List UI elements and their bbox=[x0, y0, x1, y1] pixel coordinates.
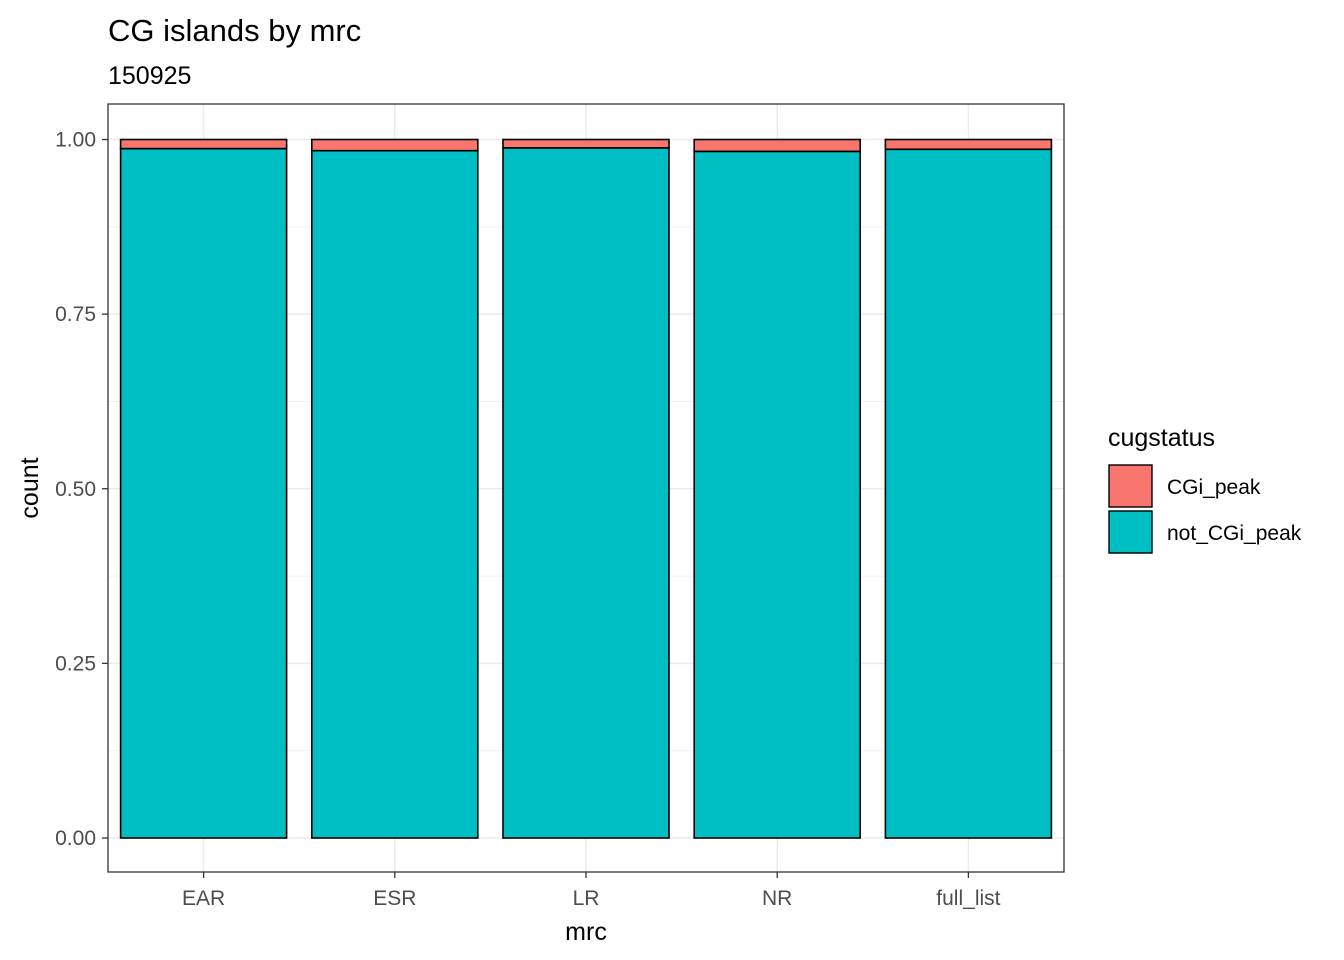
y-tick-label: 0.75 bbox=[55, 303, 96, 326]
chart-subtitle: 150925 bbox=[108, 62, 191, 90]
bar-cgi-peak bbox=[884, 138, 1053, 151]
legend-label: CGi_peak bbox=[1167, 476, 1261, 499]
bar-cgi-peak bbox=[502, 138, 670, 149]
legend-label: not_CGi_peak bbox=[1167, 522, 1302, 545]
x-axis-title: mrc bbox=[565, 918, 607, 946]
bar-not-cgi-peak bbox=[693, 150, 862, 839]
y-axis-title: count bbox=[16, 457, 44, 518]
x-tick-label: NR bbox=[762, 887, 792, 910]
x-tick-label: EAR bbox=[182, 887, 225, 910]
bar-not-cgi-peak bbox=[502, 147, 670, 839]
y-axis: 0.00 0.25 0.50 0.75 1.00 bbox=[55, 129, 108, 850]
bar-not-cgi-peak bbox=[884, 148, 1053, 839]
bar-not-cgi-peak bbox=[310, 149, 479, 839]
y-tick-label: 0.00 bbox=[55, 827, 96, 850]
bar-cgi-peak bbox=[119, 138, 288, 150]
x-tick-label: ESR bbox=[373, 887, 416, 910]
legend-key bbox=[1108, 510, 1153, 554]
plot-panel bbox=[107, 103, 1065, 873]
bar-cgi-peak bbox=[310, 138, 479, 152]
y-tick-label: 0.50 bbox=[55, 478, 96, 501]
legend: cugstatus CGi_peak not_CGi_peak bbox=[1108, 424, 1302, 554]
chart-title: CG islands by mrc bbox=[108, 13, 361, 48]
y-tick-label: 0.25 bbox=[55, 652, 96, 675]
bars bbox=[119, 138, 1053, 839]
legend-key bbox=[1108, 464, 1153, 508]
legend-title: cugstatus bbox=[1108, 424, 1215, 452]
x-axis: EAR ESR LR NR full_list bbox=[182, 872, 1001, 910]
y-tick-label: 1.00 bbox=[55, 129, 96, 152]
x-tick-label: full_list bbox=[936, 887, 1000, 910]
x-tick-label: LR bbox=[573, 887, 600, 910]
bar-cgi-peak bbox=[693, 138, 862, 153]
bar-not-cgi-peak bbox=[119, 147, 288, 839]
